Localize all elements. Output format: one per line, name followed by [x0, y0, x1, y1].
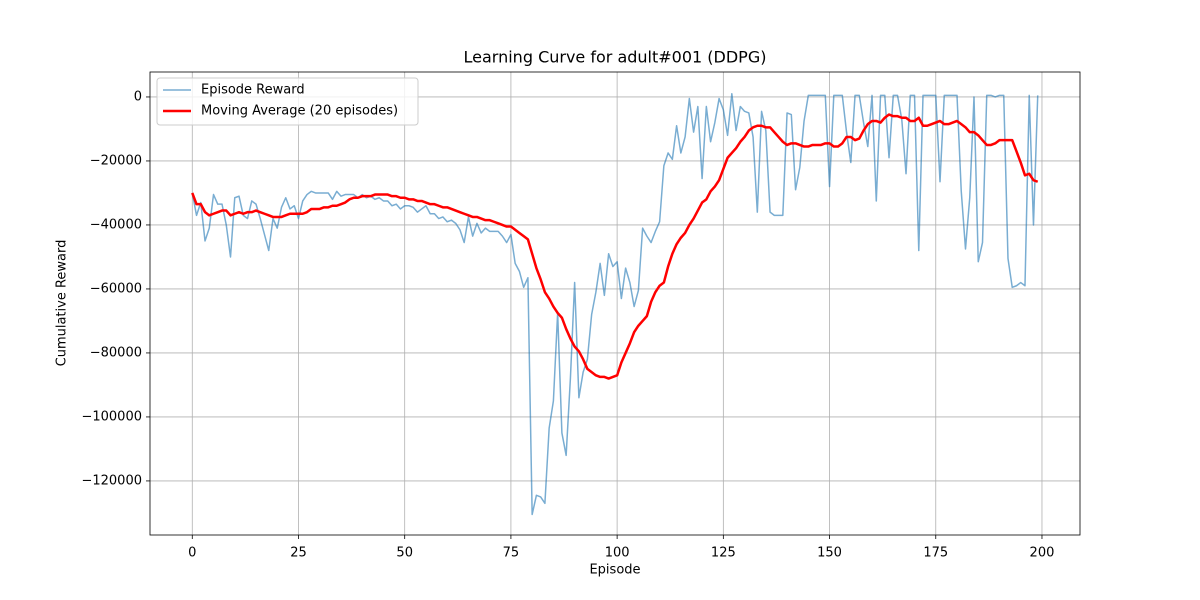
- x-tick-label: 175: [923, 546, 948, 561]
- series-line: [191, 93, 1039, 516]
- x-tick-label: 75: [503, 546, 520, 561]
- y-tick-label: −80000: [90, 345, 142, 360]
- legend-label: Episode Reward: [201, 83, 305, 98]
- y-tick-label: −120000: [81, 473, 142, 488]
- y-tick-label: −60000: [90, 281, 142, 296]
- x-axis-label: Episode: [589, 563, 640, 578]
- plot-frame: [149, 71, 1081, 536]
- y-tick-label: 0: [134, 89, 142, 104]
- y-tick-label: −20000: [90, 153, 142, 168]
- legend-label: Moving Average (20 episodes): [201, 104, 398, 119]
- x-tick-label: 200: [1030, 546, 1055, 561]
- chart-title: Learning Curve for adult#001 (DDPG): [464, 48, 767, 67]
- x-tick-label: 50: [396, 546, 413, 561]
- x-tick-label: 100: [605, 546, 630, 561]
- legend: Episode Reward Moving Average (20 episode…: [156, 77, 419, 126]
- x-tick-label: 150: [817, 546, 842, 561]
- y-tick-label: −40000: [90, 217, 142, 232]
- y-tick-label: −100000: [81, 409, 142, 424]
- x-tick-label: 125: [711, 546, 736, 561]
- x-tick-label: 25: [290, 546, 307, 561]
- legend-box: [156, 77, 419, 126]
- x-tick-label: 0: [188, 546, 196, 561]
- y-axis-label: Cumulative Reward: [55, 240, 70, 367]
- series-line: [191, 113, 1039, 380]
